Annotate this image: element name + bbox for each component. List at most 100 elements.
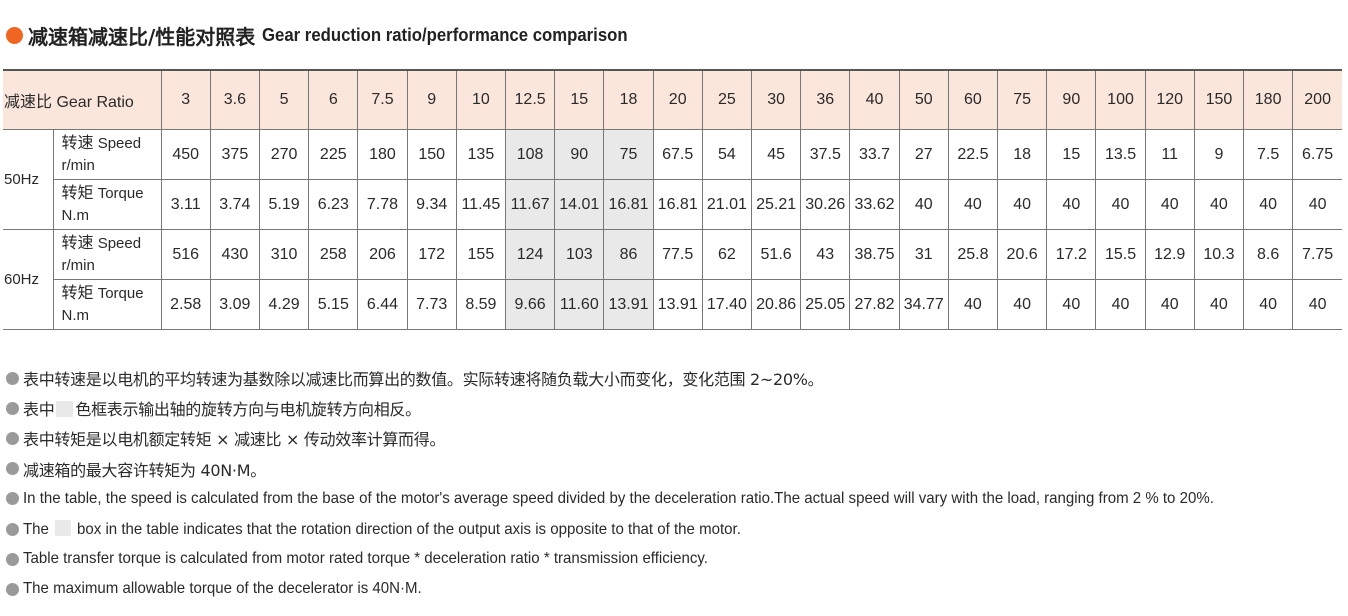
value-cell: 9.66 — [504, 279, 556, 330]
title-chinese: 减速箱减速比/性能对照表 — [28, 24, 256, 49]
value-cell: 51.6 — [750, 229, 802, 280]
value-cell: 27 — [898, 129, 949, 180]
table-row: 60Hz 转速 Speed r/min 516 430 310 258 206 172 155 12… — [3, 229, 1342, 330]
value-cell: 40 — [1046, 179, 1097, 230]
value-cell: 7.78 — [357, 179, 408, 230]
value-cell: 54 — [701, 129, 753, 180]
value-cell: 37.5 — [800, 129, 851, 180]
bullet-icon — [6, 582, 19, 596]
value-cell: 43 — [800, 229, 851, 280]
note-text-part: The — [23, 520, 49, 538]
value-cell: 86 — [603, 229, 654, 280]
parameter-unit: N.m — [61, 307, 90, 324]
parameter-label: 转速 Speed r/min — [52, 229, 162, 280]
value-cell: 40 — [1292, 179, 1342, 230]
value-cell: 310 — [258, 229, 310, 280]
parameter-name-cn: 转速 — [61, 133, 94, 152]
note-item: The maximum allowable torque of the dece… — [6, 574, 1341, 604]
value-cell: 31 — [898, 229, 949, 280]
value-cell: 7.73 — [406, 279, 457, 330]
value-cell: 124 — [504, 229, 556, 280]
value-cell: 430 — [209, 229, 260, 280]
value-cell: 40 — [997, 179, 1048, 230]
value-cell: 108 — [504, 129, 556, 180]
value-cell: 7.5 — [1243, 129, 1294, 180]
value-cell: 40 — [1193, 179, 1245, 230]
value-cell: 40 — [1243, 179, 1294, 230]
value-cell: 15 — [1046, 129, 1097, 180]
ratio-header-cell: 5 — [258, 70, 310, 130]
bullet-icon — [6, 462, 19, 476]
page-title: 减速箱减速比/性能对照表 Gear reduction ratio/perfor… — [6, 18, 655, 52]
note-item: In the table, the speed is calculated fr… — [6, 484, 1341, 514]
ratio-header-cell: 3 — [160, 70, 211, 130]
value-cell: 6.23 — [308, 179, 359, 230]
parameter-name-en: Torque — [97, 185, 144, 202]
title-english: Gear reduction ratio/performance compari… — [262, 24, 628, 45]
value-cell: 27.82 — [849, 279, 900, 330]
value-cell: 20.6 — [997, 229, 1048, 280]
note-text: 减速箱的最大容许转矩为 40N·M。 — [23, 460, 266, 480]
value-cell: 77.5 — [652, 229, 703, 280]
value-cell: 18 — [997, 129, 1048, 180]
value-cell: 11 — [1144, 129, 1195, 180]
bullet-icon — [6, 431, 19, 445]
frequency-label: 60Hz — [3, 229, 54, 330]
parameter-name-en: Speed — [97, 135, 142, 152]
value-cell: 258 — [308, 229, 359, 280]
value-cell: 8.6 — [1243, 229, 1294, 280]
shade-swatch-icon — [56, 401, 74, 418]
value-cell: 40 — [1144, 279, 1195, 330]
parameter-name-cn: 转矩 — [61, 283, 94, 302]
value-cell: 6.75 — [1292, 129, 1342, 180]
value-cell: 150 — [406, 129, 457, 180]
title-bullet-icon — [6, 26, 23, 44]
note-text: 表中转矩是以电机额定转矩 × 减速比 × 传动效率计算而得。 — [23, 430, 446, 450]
value-cell: 3.74 — [209, 179, 260, 230]
value-cell: 75 — [603, 129, 654, 180]
value-cell: 11.67 — [504, 179, 556, 230]
value-cell: 17.2 — [1046, 229, 1097, 280]
ratio-header-cell: 3.6 — [209, 70, 260, 130]
value-cell: 40 — [997, 279, 1048, 330]
parameter-name-cn: 转速 — [61, 233, 94, 252]
ratio-header-cell: 180 — [1243, 70, 1294, 130]
value-cell: 40 — [898, 179, 949, 230]
gear-ratio-table: 减速比 Gear Ratio 3 3.6 5 6 7.5 9 10 12.5 15 18 20 25 30… — [3, 69, 1342, 330]
value-cell: 516 — [160, 229, 211, 280]
value-cell: 10.3 — [1193, 229, 1245, 280]
notes-list: 表中转速是以电机的平均转速为基数除以减速比而算出的数值。实际转速将随负载大小而变… — [6, 363, 1341, 605]
value-cell: 21.01 — [701, 179, 753, 230]
note-text: The maximum allowable torque of the dece… — [23, 580, 422, 598]
value-cell: 5.15 — [308, 279, 359, 330]
value-cell: 13.91 — [603, 279, 654, 330]
value-cell: 16.81 — [652, 179, 703, 230]
value-cell: 12.9 — [1144, 229, 1195, 280]
parameter-label: 转速 Speed r/min — [52, 129, 162, 180]
ratio-header-cell: 60 — [947, 70, 999, 130]
value-cell: 20.86 — [750, 279, 802, 330]
frequency-label: 50Hz — [3, 129, 54, 230]
parameter-unit: N.m — [61, 207, 90, 224]
ratio-header-cell: 12.5 — [504, 70, 556, 130]
ratio-header-cell: 75 — [997, 70, 1048, 130]
value-cell: 14.01 — [554, 179, 605, 230]
ratio-header-cell: 30 — [750, 70, 802, 130]
value-cell: 62 — [701, 229, 753, 280]
note-item: 表中转速是以电机的平均转速为基数除以减速比而算出的数值。实际转速将随负载大小而变… — [6, 363, 1341, 393]
table-row: 转矩 Torque N.m 3.11 3.74 5.19 6.23 7.78 9.34 11.4… — [3, 179, 1342, 230]
value-cell: 40 — [1144, 179, 1195, 230]
value-cell: 6.44 — [357, 279, 408, 330]
value-cell: 22.5 — [947, 129, 999, 180]
ratio-header-cell: 15 — [554, 70, 605, 130]
ratio-header-cell: 20 — [652, 70, 703, 130]
note-item: 表中转矩是以电机额定转矩 × 减速比 × 传动效率计算而得。 — [6, 423, 1341, 453]
parameter-label: 转矩 Torque N.m — [53, 279, 162, 330]
value-cell: 25.05 — [800, 279, 851, 330]
value-cell: 180 — [357, 129, 408, 180]
value-cell: 40 — [1095, 179, 1146, 230]
table-row: 50Hz 转速 Speed r/min 450 375 270 225 180 150 135 10… — [3, 129, 1342, 230]
value-cell: 375 — [209, 129, 260, 180]
note-item: Table transfer torque is calculated from… — [6, 544, 1341, 574]
value-cell: 45 — [750, 129, 802, 180]
